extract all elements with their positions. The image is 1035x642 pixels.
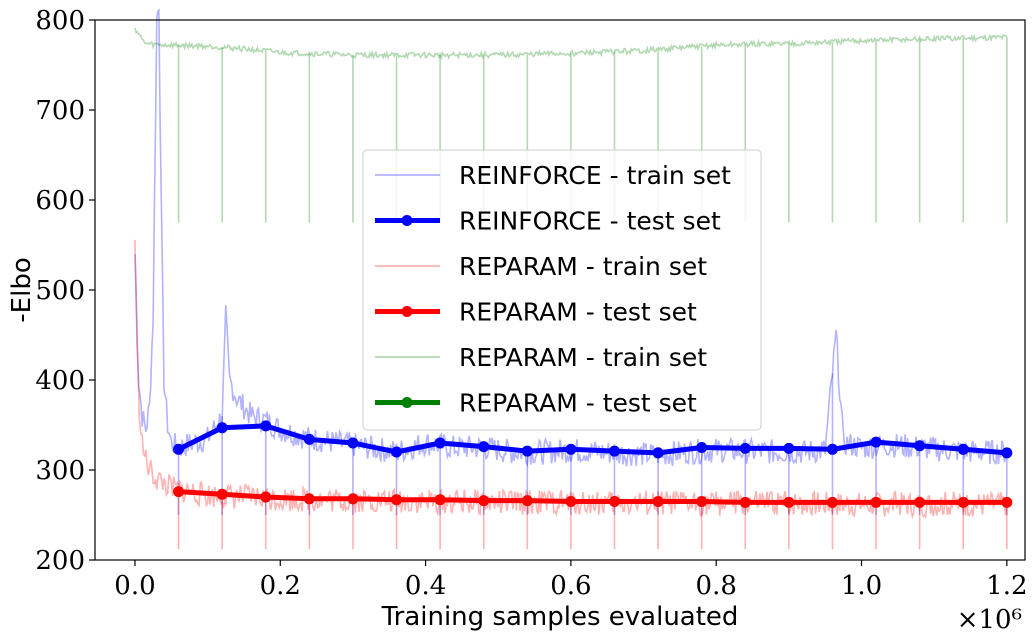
y-tick-label: 800 — [35, 6, 85, 36]
test-series-point — [914, 496, 926, 508]
x-tick-label: 0.2 — [260, 571, 301, 601]
test-series-line — [177, 423, 1008, 456]
test-series-point — [565, 443, 577, 455]
test-series-point — [173, 443, 185, 455]
test-series-point — [216, 488, 228, 500]
test-series-point — [1001, 496, 1013, 508]
train-series-line — [134, 239, 1008, 520]
test-series-point — [216, 422, 228, 434]
test-series-point — [303, 493, 315, 505]
x-tick-label: 1.2 — [986, 571, 1027, 601]
test-series-point — [1001, 447, 1013, 459]
test-series-point — [521, 495, 533, 507]
test-series-point — [347, 437, 359, 449]
test-series-point — [173, 486, 185, 498]
x-axis-ticks: 0.0 0.2 0.4 0.6 0.8 1.0 1.2 — [114, 560, 1028, 601]
test-series-point — [652, 447, 664, 459]
test-series-point — [826, 443, 838, 455]
test-series-line — [178, 489, 1007, 505]
test-series-point — [957, 496, 969, 508]
legend-entry-label: REPARAM - test set — [459, 298, 697, 327]
legend-entry-label: REPARAM - train set — [459, 252, 707, 281]
test-series-point — [434, 437, 446, 449]
y-tick-label: 700 — [35, 96, 85, 126]
test-series-point — [478, 441, 490, 453]
train-series-line — [134, 27, 1008, 61]
test-series-point — [303, 433, 315, 445]
y-tick-label: 500 — [35, 276, 85, 306]
test-series-point — [260, 491, 272, 503]
y-tick-label: 600 — [35, 186, 85, 216]
test-series-point — [434, 494, 446, 506]
test-series-point — [696, 442, 708, 453]
test-series-point — [783, 442, 795, 454]
legend-swatch-marker — [401, 397, 413, 408]
series-layer — [134, 8, 1013, 550]
test-series-point — [521, 445, 533, 457]
x-tick-label: 0.0 — [114, 571, 155, 601]
test-series-point — [914, 440, 926, 452]
x-tick-label: 0.4 — [405, 571, 446, 601]
legend: REINFORCE - train set REINFORCE - test se… — [362, 149, 762, 431]
test-series-point — [565, 496, 577, 507]
test-series-point — [608, 445, 620, 457]
test-series-point — [870, 436, 882, 448]
test-series-point — [957, 443, 969, 455]
test-series-point — [391, 446, 403, 458]
test-series-point — [260, 420, 272, 432]
legend-frame — [362, 149, 762, 431]
test-series-point — [608, 496, 620, 507]
x-axis-label: Training samples evaluated — [381, 602, 739, 632]
test-series-point — [696, 496, 708, 507]
y-axis-ticks: 200 300 400 500 600 700 800 — [35, 6, 95, 576]
legend-entry-label: REINFORCE - test set — [459, 207, 721, 236]
series-4 — [134, 27, 1008, 223]
test-series-point — [870, 496, 882, 508]
legend-entry-label: REPARAM - train set — [459, 343, 707, 372]
test-series-point — [347, 493, 359, 505]
x-tick-label: 1.0 — [841, 571, 882, 601]
x-tick-label: 0.8 — [696, 571, 737, 601]
y-tick-label: 400 — [35, 366, 85, 396]
y-tick-label: 300 — [35, 456, 85, 486]
series-3 — [173, 486, 1013, 508]
test-series-point — [783, 496, 795, 508]
test-series-point — [391, 494, 403, 506]
legend-entry-label: REINFORCE - train set — [459, 161, 731, 190]
x-tick-label: 0.6 — [550, 571, 591, 601]
legend-entry-label: REPARAM - test set — [459, 389, 697, 418]
x-axis-multiplier: ×10⁶ — [957, 605, 1022, 635]
test-series-point — [826, 496, 838, 508]
y-axis-label: -Elbo — [7, 257, 37, 322]
test-series-point — [652, 496, 664, 507]
test-series-point — [478, 495, 490, 507]
legend-swatch-marker — [401, 306, 413, 317]
test-series-point — [739, 442, 751, 454]
test-series-point — [739, 496, 751, 508]
legend-items: REINFORCE - train set REINFORCE - test se… — [375, 161, 731, 418]
series-1 — [173, 420, 1013, 459]
y-tick-label: 200 — [35, 546, 85, 576]
plot-area — [94, 8, 1026, 561]
series-2 — [134, 239, 1008, 550]
legend-swatch-marker — [401, 215, 413, 226]
